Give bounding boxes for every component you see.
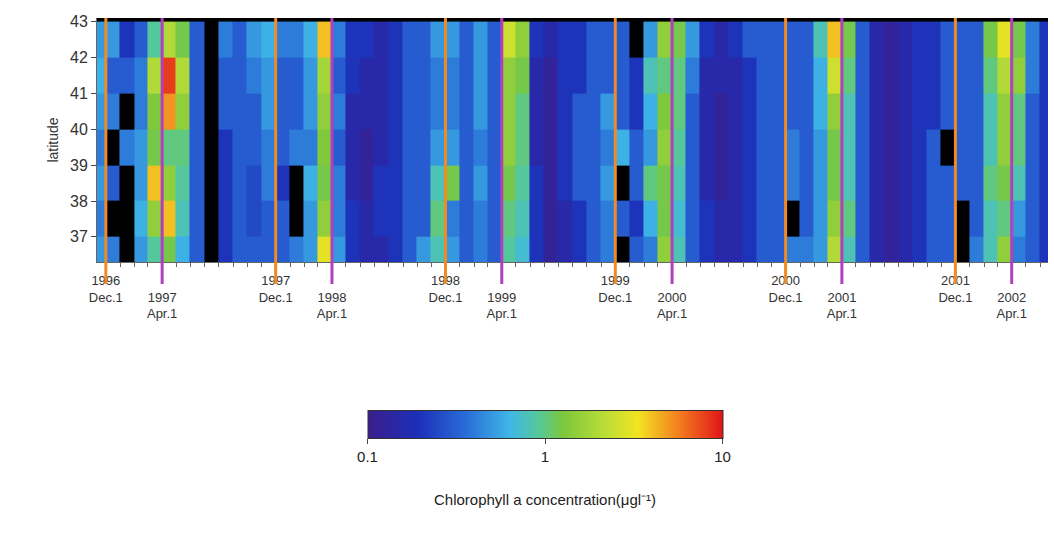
svg-text:41: 41	[70, 85, 88, 102]
svg-text:37: 37	[70, 228, 88, 245]
svg-text:42: 42	[70, 49, 88, 66]
svg-text:1999Dec.1: 1999Dec.1	[598, 273, 632, 305]
svg-text:1998Dec.1: 1998Dec.1	[428, 273, 462, 305]
svg-text:2000Apr.1: 2000Apr.1	[657, 290, 687, 322]
svg-text:2000Dec.1: 2000Dec.1	[769, 273, 803, 305]
svg-text:Chlorophyll a concentration(μg: Chlorophyll a concentration(μgl⁻¹)	[434, 491, 656, 508]
svg-text:38: 38	[70, 193, 88, 210]
svg-text:2001Dec.1: 2001Dec.1	[938, 273, 972, 305]
svg-text:1997Apr.1: 1997Apr.1	[147, 290, 177, 322]
svg-text:latitude: latitude	[45, 117, 61, 162]
svg-text:39: 39	[70, 157, 88, 174]
svg-text:1998Apr.1: 1998Apr.1	[317, 290, 347, 322]
svg-text:43: 43	[70, 13, 88, 30]
svg-text:10: 10	[714, 448, 731, 465]
svg-text:1: 1	[541, 448, 549, 465]
svg-text:0.1: 0.1	[357, 448, 378, 465]
svg-text:1996Dec.1: 1996Dec.1	[89, 273, 123, 305]
svg-text:2002Apr.1: 2002Apr.1	[997, 290, 1027, 322]
svg-text:40: 40	[70, 121, 88, 138]
svg-text:1999Apr.1: 1999Apr.1	[487, 290, 517, 322]
svg-text:1997Dec.1: 1997Dec.1	[259, 273, 293, 305]
svg-text:2001Apr.1: 2001Apr.1	[827, 290, 857, 322]
